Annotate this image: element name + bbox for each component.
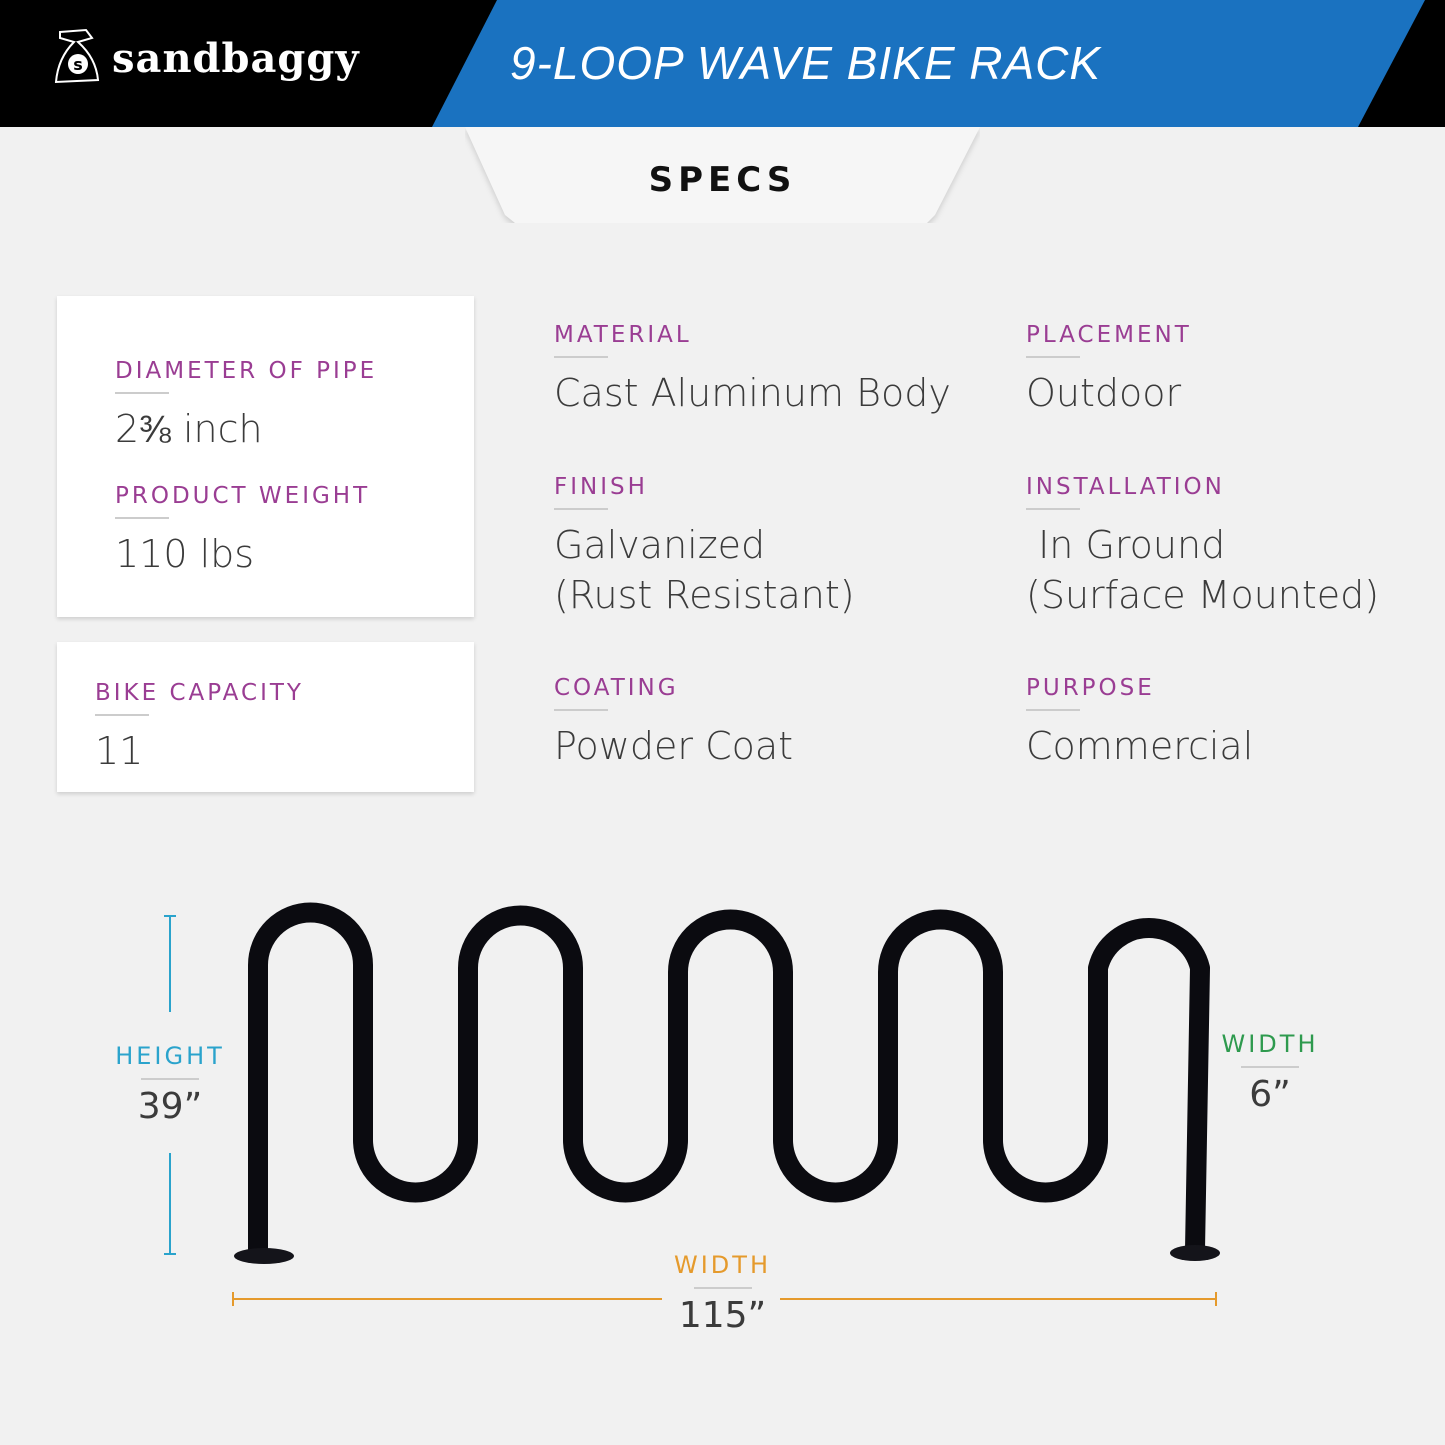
spec-purpose: PURPOSE Commercial — [1026, 675, 1253, 771]
title-banner — [432, 0, 1425, 127]
spec-material: MATERIAL Cast Aluminum Body — [554, 322, 951, 418]
spec-value: Galvanized — [554, 523, 766, 567]
height-dimension: HEIGHT 39” — [100, 1042, 240, 1127]
spec-value: (Rust Resistant) — [554, 573, 855, 617]
page-title: 9-LOOP WAVE BIKE RACK — [510, 37, 1102, 89]
spec-label: DIAMETER OF PIPE — [115, 358, 378, 384]
spec-label: BIKE CAPACITY — [95, 680, 304, 706]
sandbag-icon: s — [54, 28, 100, 84]
dimension-label: WIDTH — [674, 1251, 771, 1279]
spec-label: PRODUCT WEIGHT — [115, 483, 371, 509]
length-dimension-line — [232, 1292, 1217, 1306]
spec-value: In Ground — [1026, 523, 1226, 567]
spec-label: FINISH — [554, 474, 648, 500]
depth-dimension: WIDTH 6” — [1205, 1030, 1335, 1115]
spec-label: INSTALLATION — [1026, 474, 1225, 500]
spec-finish: FINISH Galvanized (Rust Resistant) — [554, 474, 855, 620]
dimension-value: 6” — [1249, 1074, 1291, 1115]
dimension-value: 39” — [137, 1086, 203, 1127]
dimension-label: WIDTH — [1221, 1030, 1319, 1058]
spec-value: Commercial — [1026, 724, 1254, 768]
length-dimension: WIDTH 115” — [650, 1251, 795, 1336]
logo: s sandbaggy — [52, 28, 360, 88]
spec-value: Powder Coat — [554, 724, 794, 768]
spec-value: (Surface Mounted) — [1026, 573, 1380, 617]
specs-tab — [465, 127, 980, 223]
logo-text: sandbaggy — [112, 34, 360, 82]
dimension-value: 115” — [678, 1295, 767, 1336]
bike-rack-image — [234, 902, 1220, 1264]
dimension-label: HEIGHT — [115, 1042, 225, 1070]
height-dimension-line — [164, 915, 176, 1255]
spec-label: MATERIAL — [554, 322, 692, 348]
spec-placement: PLACEMENT Outdoor — [1026, 322, 1192, 418]
svg-text:s: s — [73, 55, 83, 74]
spec-value: Cast Aluminum Body — [554, 371, 951, 415]
spec-coating: COATING Powder Coat — [554, 675, 793, 771]
specs-heading: SPECS — [648, 160, 797, 200]
spec-label: PLACEMENT — [1026, 322, 1192, 348]
spec-label: PURPOSE — [1026, 675, 1155, 701]
spec-value: 110 lbs — [115, 532, 255, 576]
spec-value: Outdoor — [1026, 371, 1182, 415]
pipe-weight-card: DIAMETER OF PIPE 2⅜ inch PRODUCT WEIGHT … — [57, 296, 474, 617]
spec-installation: INSTALLATION In Ground (Surface Mounted) — [1026, 474, 1379, 620]
capacity-card: BIKE CAPACITY 11 — [57, 642, 474, 792]
spec-value: 2⅜ inch — [115, 407, 263, 451]
spec-label: COATING — [554, 675, 679, 701]
spec-value: 11 — [95, 729, 144, 773]
